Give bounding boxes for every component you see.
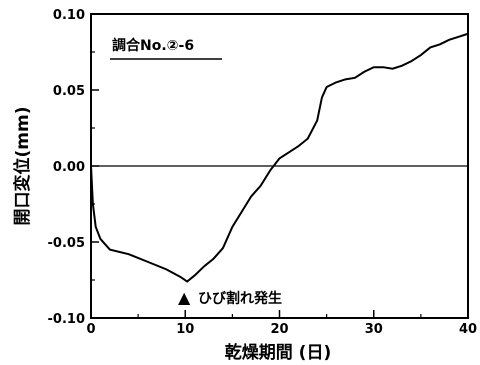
- y-axis-title: 開口変位(mm): [12, 107, 33, 226]
- legend-label: 調合No.②-6: [112, 37, 194, 54]
- series-line: [90, 32, 469, 283]
- crack-marker: ▲: [178, 288, 191, 307]
- y-tick-label: 0.10: [53, 8, 85, 23]
- ticks-layer: 0 10 20 30 40 -0.10 -0.05 0.00 0.05 0.10: [48, 8, 478, 337]
- x-tick-label: 0: [86, 322, 95, 337]
- y-tick-label: 0.05: [53, 84, 85, 99]
- y-tick-label: 0.00: [53, 160, 85, 175]
- x-tick-label: 20: [270, 322, 288, 337]
- y-tick-label: -0.05: [48, 236, 85, 251]
- x-tick-label: 30: [365, 322, 383, 337]
- x-tick-label: 40: [459, 322, 477, 337]
- y-tick-label: -0.10: [48, 312, 85, 327]
- crack-annotation-label: ひび割れ発生: [198, 290, 282, 307]
- x-tick-label: 10: [176, 322, 194, 337]
- x-axis-title: 乾燥期間 (日): [225, 342, 331, 363]
- plot-frame: [90, 13, 469, 319]
